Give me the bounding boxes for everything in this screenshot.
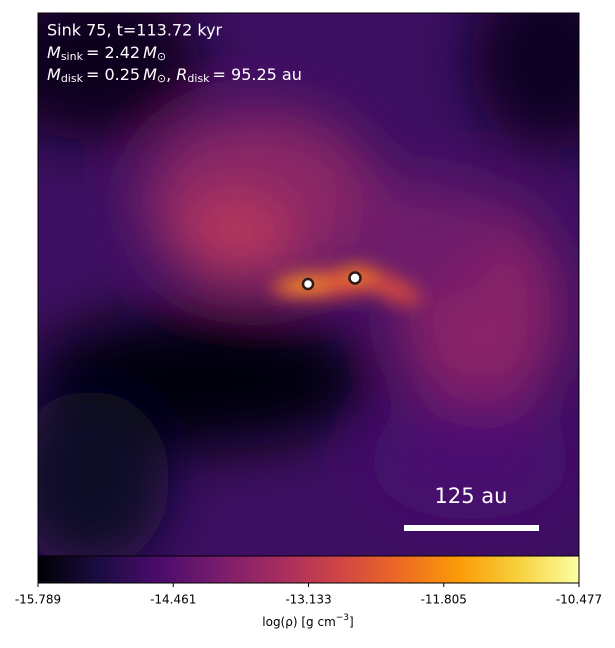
tick-label: -14.461 xyxy=(150,593,196,607)
scale-label: 125 au xyxy=(435,484,508,508)
title: Sink 75, t=113.72 kyr xyxy=(47,21,223,40)
tick-label: -10.477 xyxy=(556,593,602,607)
tick-label: -13.133 xyxy=(285,593,331,607)
sink-mass: Msink = 2.42 M⊙ xyxy=(47,43,166,64)
tick-label: -15.789 xyxy=(15,593,61,607)
disk-props: Mdisk = 0.25 M⊙, Rdisk = 95.25 au xyxy=(47,65,302,86)
density-map xyxy=(38,13,579,556)
sink-marker xyxy=(348,271,362,285)
sink-marker xyxy=(301,277,315,291)
tick-label: -11.805 xyxy=(421,593,467,607)
colorbar-label: log(ρ) [g cm−3] xyxy=(262,613,353,629)
colorbar xyxy=(37,555,580,584)
